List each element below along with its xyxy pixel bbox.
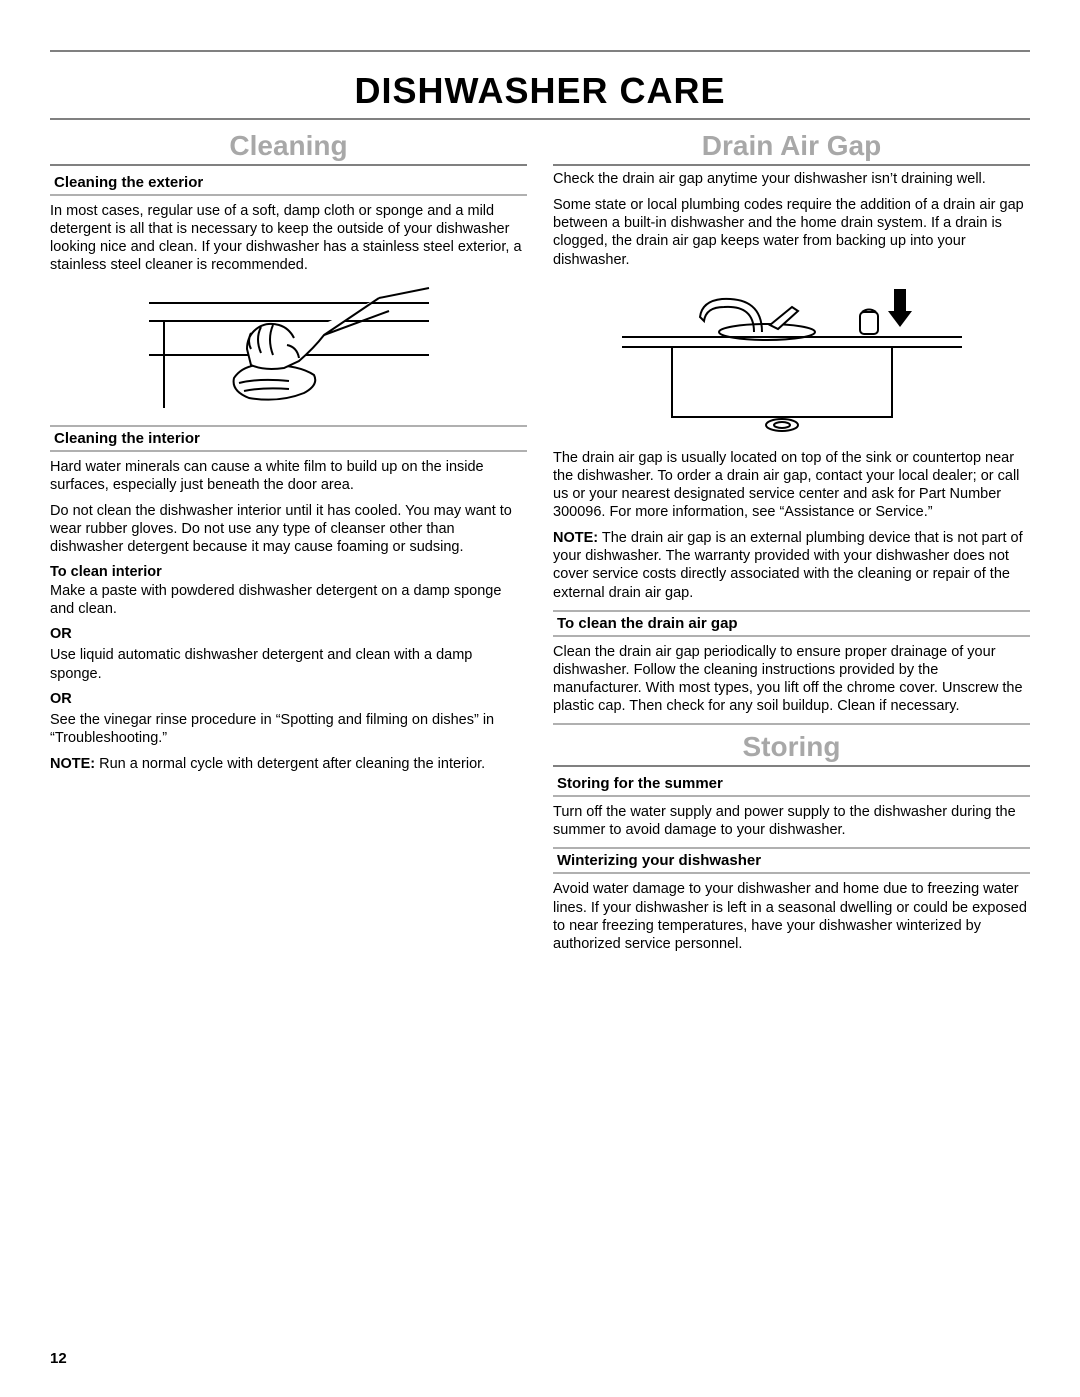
- or-label: OR: [50, 691, 527, 707]
- body-text: Do not clean the dishwasher interior unt…: [50, 502, 527, 556]
- body-text: Avoid water damage to your dishwasher an…: [553, 880, 1030, 953]
- label-to-clean-interior: To clean interior: [50, 564, 527, 580]
- body-text: Check the drain air gap anytime your dis…: [553, 170, 1030, 188]
- two-column-layout: Cleaning Cleaning the exterior In most c…: [50, 128, 1030, 961]
- right-column: Drain Air Gap Check the drain air gap an…: [553, 128, 1030, 961]
- body-text: Some state or local plumbing codes requi…: [553, 196, 1030, 269]
- note-body: Run a normal cycle with detergent after …: [95, 756, 485, 772]
- subheading-cleaning-interior: Cleaning the interior: [50, 425, 527, 452]
- note-text: NOTE: The drain air gap is an external p…: [553, 529, 1030, 602]
- illustration-hand-wiping: [139, 283, 439, 413]
- body-text: Clean the drain air gap periodically to …: [553, 643, 1030, 716]
- body-text: In most cases, regular use of a soft, da…: [50, 202, 527, 275]
- note-text: NOTE: Run a normal cycle with detergent …: [50, 755, 527, 773]
- note-body: The drain air gap is an external plumbin…: [553, 530, 1023, 600]
- body-text: Hard water minerals can cause a white fi…: [50, 458, 527, 494]
- note-label: NOTE:: [553, 530, 598, 546]
- subheading-clean-drain-air-gap: To clean the drain air gap: [553, 610, 1030, 637]
- body-text: Turn off the water supply and power supp…: [553, 803, 1030, 839]
- section-title-storing: Storing: [553, 731, 1030, 763]
- left-column: Cleaning Cleaning the exterior In most c…: [50, 128, 527, 961]
- body-text: Make a paste with powdered dishwasher de…: [50, 582, 527, 618]
- body-text: The drain air gap is usually located on …: [553, 449, 1030, 522]
- section-title-cleaning: Cleaning: [50, 130, 527, 162]
- subheading-cleaning-exterior: Cleaning the exterior: [50, 172, 527, 196]
- body-text: Use liquid automatic dishwasher detergen…: [50, 646, 527, 682]
- page-title: DISHWASHER CARE: [50, 70, 1030, 112]
- body-text: See the vinegar rinse procedure in “Spot…: [50, 711, 527, 747]
- top-horizontal-rule: [50, 50, 1030, 52]
- subheading-storing-summer: Storing for the summer: [553, 773, 1030, 797]
- section-underline: [50, 164, 527, 166]
- note-label: NOTE:: [50, 756, 95, 772]
- page-number: 12: [50, 1350, 67, 1367]
- section-underline: [553, 765, 1030, 767]
- title-underline: [50, 118, 1030, 120]
- subheading-winterizing: Winterizing your dishwasher: [553, 847, 1030, 874]
- section-title-drain-air-gap: Drain Air Gap: [553, 130, 1030, 162]
- section-underline: [553, 164, 1030, 166]
- divider-rule: [553, 723, 1030, 725]
- illustration-sink-air-gap: [612, 277, 972, 437]
- or-label: OR: [50, 626, 527, 642]
